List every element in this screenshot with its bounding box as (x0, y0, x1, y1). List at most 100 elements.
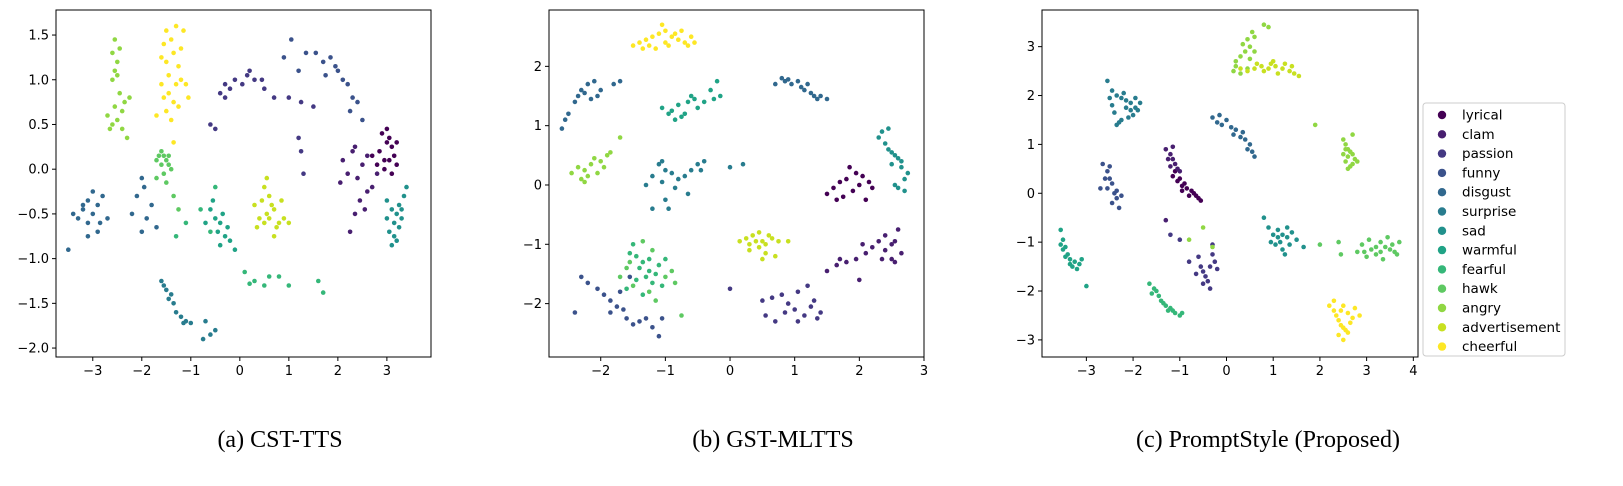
y-tick-label: 2 (534, 60, 542, 75)
point-passion (208, 122, 213, 127)
y-tick-label: −2.0 (17, 342, 49, 357)
x-tick-label: 3 (920, 364, 928, 379)
point-cheerful (688, 34, 694, 39)
point-hawk (159, 162, 164, 167)
point-advertisement (766, 233, 772, 238)
point-cheerful (171, 140, 176, 145)
point-hawk (1373, 252, 1379, 257)
point-surprise (659, 159, 665, 164)
point-warmful (1072, 259, 1077, 265)
point-clam (853, 256, 859, 262)
point-surprise (1112, 110, 1117, 115)
point-surprise (650, 173, 655, 179)
y-tick-label: −3 (1016, 333, 1035, 348)
point-surprise (1130, 112, 1136, 118)
point-advertisement (737, 239, 742, 244)
point-warmful (1084, 283, 1089, 289)
point-warmful (692, 96, 697, 102)
point-hawk (1394, 252, 1400, 257)
point-lyrical (1177, 176, 1183, 181)
point-hawk (1338, 252, 1344, 257)
point-hawk (176, 207, 181, 212)
point-cheerful (1341, 303, 1346, 309)
scatter-points (66, 23, 409, 342)
point-angry (127, 95, 132, 100)
point-clam (360, 162, 365, 167)
point-hawk (1378, 239, 1383, 245)
point-disgust (588, 96, 594, 102)
point-surprise (1114, 93, 1119, 98)
legend-marker (1437, 207, 1447, 216)
point-cheerful (166, 90, 171, 96)
point-lyrical (1179, 188, 1185, 194)
point-warmful (220, 211, 225, 217)
point-passion (1200, 269, 1206, 274)
point-advertisement (262, 184, 267, 190)
point-advertisement (747, 247, 752, 253)
point-angry (604, 153, 610, 158)
point-passion (1207, 286, 1213, 291)
legend-frame (1422, 102, 1566, 357)
point-surprise (685, 191, 691, 197)
point-hawk (624, 265, 629, 271)
point-clam (338, 180, 343, 185)
point-cheerful (653, 46, 658, 51)
point-passion (773, 319, 778, 324)
point-surprise (1107, 95, 1112, 101)
point-fearful (646, 256, 652, 262)
point-surprise (676, 176, 681, 182)
point-passion (247, 68, 252, 74)
point-surprise (656, 161, 662, 167)
point-angry (579, 176, 584, 182)
point-disgust (139, 175, 145, 181)
legend-item-advertisement: advertisement (1437, 320, 1560, 336)
legend-marker (1437, 168, 1447, 178)
point-lyrical (389, 171, 395, 176)
point-lyrical (382, 157, 387, 163)
point-advertisement (1280, 66, 1285, 71)
point-surprise (159, 278, 164, 284)
point-advertisement (760, 256, 765, 262)
point-fearful (627, 250, 633, 256)
point-advertisement (281, 216, 287, 221)
point-lyrical (384, 126, 390, 132)
point-advertisement (1296, 73, 1302, 79)
point-hawk (161, 153, 167, 159)
point-hawk (154, 175, 159, 181)
point-hawk (1378, 249, 1383, 255)
point-surprise (663, 197, 668, 203)
point-fearful (320, 290, 326, 295)
point-hawk (1390, 242, 1395, 247)
legend-label: angry (1462, 301, 1501, 317)
point-angry (1350, 151, 1355, 157)
legend: lyrical clam passion funny disgust surprise sa… (1422, 102, 1566, 357)
point-clam (834, 262, 839, 268)
point-clam (870, 245, 875, 250)
point-clam (1170, 144, 1176, 150)
point-cheerful (168, 117, 174, 123)
point-surprise (1128, 107, 1133, 113)
point-passion (217, 90, 223, 96)
point-lyrical (1182, 181, 1187, 186)
point-advertisement (743, 236, 749, 241)
point-angry (124, 135, 130, 141)
point-clam (857, 277, 862, 283)
point-clam (863, 250, 869, 256)
point-fearful (663, 256, 668, 262)
point-warmful (1074, 266, 1080, 272)
point-sad (1284, 235, 1290, 240)
x-tick-label: 0 (236, 364, 244, 379)
point-passion (795, 289, 801, 295)
point-surprise (181, 320, 186, 326)
point-sad (399, 207, 404, 212)
point-clam (1177, 169, 1183, 174)
point-surprise (669, 170, 675, 176)
point-advertisement (769, 236, 775, 241)
point-funny (1105, 186, 1110, 191)
point-cheerful (640, 46, 646, 51)
point-funny (1102, 176, 1108, 181)
point-hawk (617, 274, 623, 280)
legend-marker (1437, 226, 1447, 235)
point-sad (399, 216, 404, 221)
point-disgust (1231, 132, 1236, 137)
